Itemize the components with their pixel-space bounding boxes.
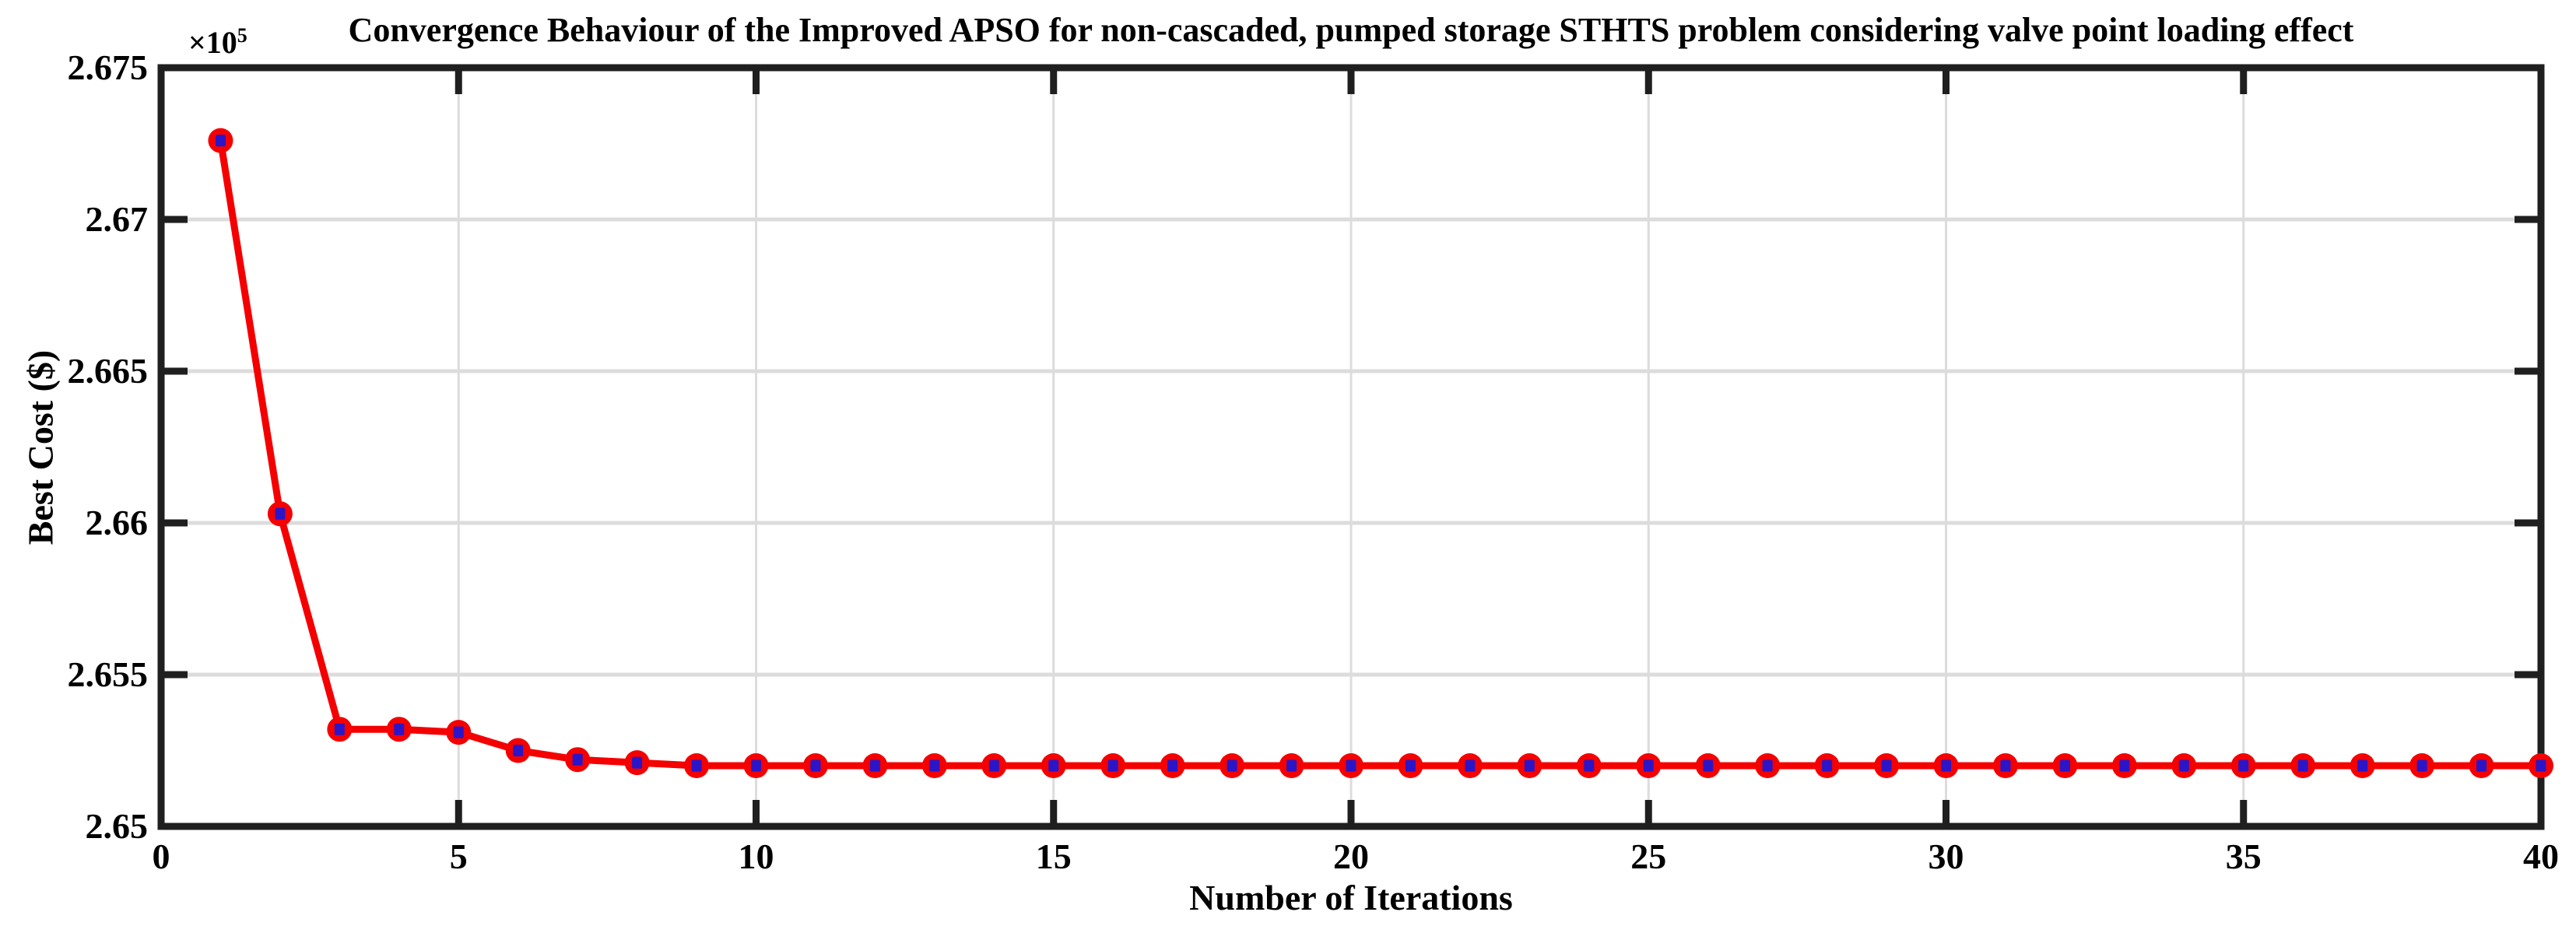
data-point-marker-face [988, 759, 999, 772]
data-point-marker-face [2297, 759, 2308, 772]
data-point-marker-face [1643, 759, 1654, 772]
x-tick-label: 25 [1630, 837, 1667, 876]
data-point-marker-face [2476, 759, 2487, 772]
data-point-marker-face [215, 135, 226, 147]
offset-base: ×10 [188, 25, 237, 60]
y-tick-label: 2.655 [67, 654, 149, 694]
data-point-marker-face [2178, 759, 2189, 772]
data-point-marker-face [1524, 759, 1535, 772]
data-point-marker-face [1881, 759, 1892, 772]
y-tick-label: 2.67 [85, 199, 149, 239]
data-point-marker-face [275, 507, 286, 520]
data-point-marker-face [2416, 759, 2427, 772]
data-point-marker-face [929, 759, 940, 772]
data-point-marker-face [513, 745, 524, 756]
data-point-marker-face [1584, 759, 1595, 772]
data-point-marker-face [1286, 759, 1297, 772]
x-tick-label: 20 [1333, 837, 1369, 876]
data-point-marker-face [2357, 759, 2368, 772]
data-point-marker-face [334, 723, 345, 735]
data-point-marker-face [1405, 759, 1416, 772]
y-tick-label: 2.665 [67, 351, 149, 391]
x-axis-label: Number of Iterations [1189, 878, 1513, 917]
x-tick-label: 5 [449, 837, 468, 876]
x-tick-label: 15 [1035, 837, 1072, 876]
data-point-marker-face [1762, 759, 1773, 772]
data-point-marker-face [2536, 759, 2546, 772]
data-point-marker-face [632, 756, 643, 769]
y-tick-label: 2.675 [67, 47, 149, 87]
data-point-marker-face [1703, 759, 1714, 772]
data-point-marker-face [2059, 759, 2070, 772]
offset-exponent: 5 [237, 24, 247, 47]
data-point-marker-face [572, 753, 583, 766]
data-point-marker-face [394, 723, 405, 735]
data-point-marker-face [1346, 759, 1356, 772]
data-point-marker-face [1227, 759, 1237, 772]
x-tick-label: 0 [152, 837, 170, 876]
x-tick-label: 40 [2523, 837, 2559, 876]
chart-title: Convergence Behaviour of the Improved AP… [348, 11, 2354, 49]
data-point-marker-face [1941, 759, 1951, 772]
data-point-marker-face [1465, 759, 1476, 772]
y-tick-label: 2.66 [85, 503, 149, 542]
series-line [216, 137, 2545, 770]
x-tick-label: 10 [738, 837, 774, 876]
x-tick-label: 30 [1928, 837, 1964, 876]
data-point-marker-face [810, 759, 821, 772]
data-point-marker-face [2119, 759, 2130, 772]
data-point-marker-face [1167, 759, 1178, 772]
data-point-marker-face [2238, 759, 2249, 772]
data-point-marker-face [1107, 759, 1118, 772]
data-point-marker-face [751, 759, 761, 772]
data-point-marker-face [1048, 759, 1059, 772]
data-point-marker-face [453, 726, 464, 738]
data-point-marker-face [691, 759, 702, 772]
x-tick-label: 35 [2225, 837, 2262, 876]
y-axis-offset-label: ×105 [188, 19, 247, 60]
data-point-marker-face [1822, 759, 1833, 772]
data-point-marker-face [2000, 759, 2011, 772]
data-point-marker-face [869, 759, 880, 772]
y-tick-label: 2.65 [85, 806, 149, 846]
